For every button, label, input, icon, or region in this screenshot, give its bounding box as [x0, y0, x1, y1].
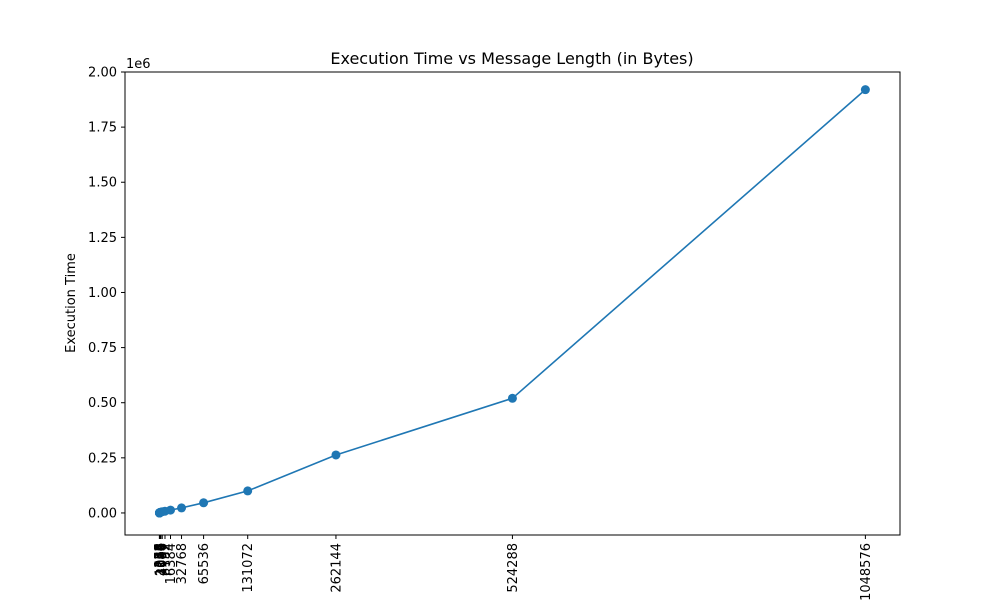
x-tick-label: 512	[153, 543, 168, 568]
y-tick-label: 1.25	[88, 231, 117, 246]
data-point	[860, 85, 870, 95]
y-tick-label: 1.50	[88, 176, 117, 191]
y-axis-offset-label: 1e6	[126, 57, 151, 72]
x-tick-label: 64	[153, 543, 168, 560]
x-tick-label: 524288	[506, 543, 521, 593]
data-point	[243, 486, 253, 496]
data-point	[507, 393, 517, 403]
x-tick-label: 1024	[154, 543, 169, 576]
series-execution-time	[154, 85, 870, 518]
x-tick-label: 16	[153, 543, 168, 560]
x-tick-label: 256	[153, 543, 168, 568]
x-tick-label: 4096	[156, 543, 171, 576]
data-point	[177, 503, 187, 513]
x-tick-label: 1	[153, 543, 168, 551]
x-tick-label: 128	[153, 543, 168, 568]
y-tick-label: 0.25	[88, 451, 117, 466]
data-point	[331, 450, 341, 460]
y-tick-label: 2.00	[88, 66, 117, 81]
y-axis-label: Execution Time	[64, 253, 79, 353]
x-tick-label: 32	[153, 543, 168, 560]
y-tick-label: 0.00	[88, 506, 117, 521]
x-tick-label: 65536	[197, 543, 212, 584]
series-line	[158, 89, 866, 514]
x-axis-ticks: 1248163264128256512102420484096819216384…	[153, 535, 874, 600]
data-point	[165, 505, 175, 515]
x-tick-label: 1048576	[859, 543, 874, 600]
x-tick-label: 16384	[164, 543, 179, 584]
x-tick-label: 8	[153, 543, 168, 551]
x-tick-label: 2048	[154, 543, 169, 576]
y-tick-label: 0.50	[88, 396, 117, 411]
x-tick-label: 8192	[158, 543, 173, 576]
y-tick-label: 0.75	[88, 341, 117, 356]
plot-area-frame	[124, 71, 901, 536]
y-tick-label: 1.00	[88, 286, 117, 301]
data-point	[199, 498, 209, 508]
x-tick-label: 2	[153, 543, 168, 551]
chart-title: Execution Time vs Message Length (in Byt…	[330, 49, 693, 68]
x-tick-label: 32768	[175, 543, 190, 584]
y-tick-label: 1.75	[88, 121, 117, 136]
x-tick-label: 4	[153, 543, 168, 551]
x-tick-label: 262144	[329, 543, 344, 593]
y-axis-ticks: 0.00 0.25 0.50 0.75 1.00 1.25 1.50 1.75 2.00	[88, 66, 125, 521]
x-tick-label: 131072	[241, 543, 256, 593]
